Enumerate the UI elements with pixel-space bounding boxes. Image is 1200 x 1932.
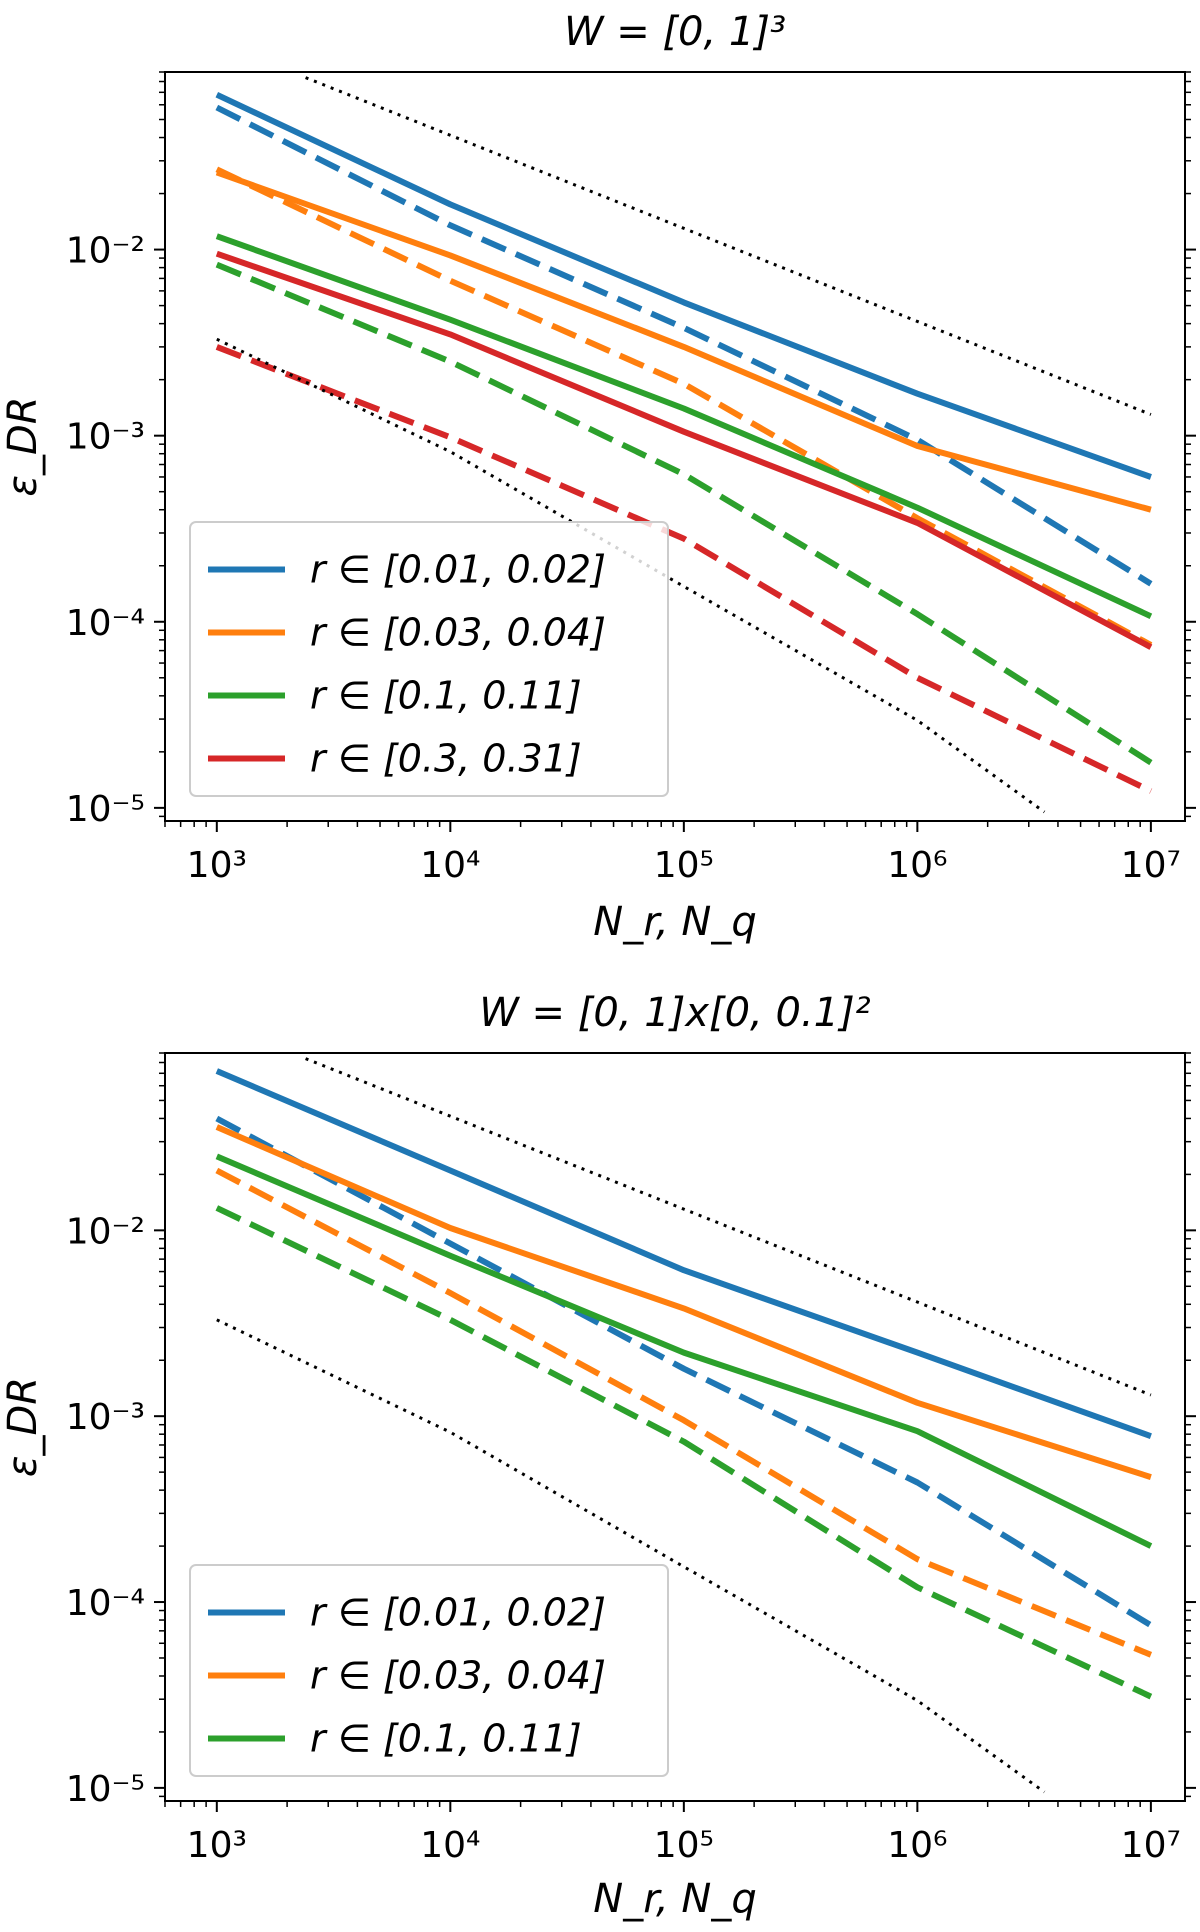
legend-label: r ∈ [0.3, 0.31]: [310, 737, 582, 781]
series-line-3: [215, 169, 1152, 513]
y-axis-label: ε_DR: [0, 396, 46, 496]
legend-box: [189, 521, 669, 797]
y-tick-label: 10⁻⁴: [66, 603, 145, 644]
x-axis-label: N_r, N_q: [593, 899, 756, 945]
series-line-5: [215, 1153, 1153, 1549]
x-tick-label: 10⁵: [654, 845, 714, 886]
legend-label: r ∈ [0.1, 0.11]: [310, 674, 582, 718]
chart-title: W = [0, 1]x[0, 0.1]²: [479, 990, 870, 1036]
x-tick-label: 10⁷: [1121, 1825, 1181, 1866]
series-line-7: [215, 250, 1153, 650]
x-tick-label: 10³: [187, 845, 247, 886]
series-line-1: [215, 1068, 1152, 1440]
series-line-9: [305, 76, 1152, 416]
chart-panel-2: 10³ 10⁴ 10⁵ 10⁶ 10⁷ 10⁻⁵ 10⁻⁴ 10⁻³ 10⁻² r ∈ [0.01…: [0, 990, 1196, 1922]
series-group: [215, 76, 1153, 814]
series-line-7: [305, 1057, 1152, 1397]
x-tick-label: 10⁵: [654, 1825, 714, 1866]
series-line-4: [215, 166, 1153, 648]
x-tick-label: 10⁴: [420, 1825, 480, 1866]
series-line-2: [215, 104, 1153, 587]
y-tick-label: 10⁻⁵: [66, 1769, 145, 1810]
chart-panel-1: 10³ 10⁴ 10⁵ 10⁶ 10⁷ 10⁻⁵ 10⁻⁴ 10⁻³ 10⁻² r ∈ [0.01…: [0, 9, 1196, 945]
legend-label: r ∈ [0.03, 0.04]: [310, 1654, 606, 1698]
legend-box: [189, 1564, 669, 1777]
series-line-1: [215, 91, 1152, 480]
plot-frame: [164, 71, 1186, 822]
y-tick-label: 10⁻³: [66, 417, 145, 458]
x-tick-label: 10⁴: [420, 845, 480, 886]
series-line-3: [215, 1124, 1152, 1480]
series-line-6: [215, 1205, 1153, 1700]
series-group: [215, 1057, 1153, 1794]
series-line-4: [215, 1167, 1153, 1658]
x-tick-label: 10⁶: [887, 1825, 947, 1866]
y-axis-label: ε_DR: [0, 1377, 46, 1477]
y-tick-label: 10⁻³: [66, 1397, 145, 1438]
plot-frame: [164, 1052, 1186, 1802]
legend-label: r ∈ [0.1, 0.11]: [310, 1717, 582, 1761]
series-line-10: [216, 337, 1046, 814]
chart-title: W = [0, 1]³: [564, 9, 786, 55]
series-line-2: [215, 1115, 1153, 1628]
series-line-8: [216, 1318, 1046, 1794]
series-line-8: [215, 344, 1153, 794]
x-tick-label: 10⁶: [887, 845, 947, 886]
legend-label: r ∈ [0.01, 0.02]: [310, 548, 606, 592]
legend-label: r ∈ [0.01, 0.02]: [310, 1591, 606, 1635]
x-axis-label: N_r, N_q: [593, 1876, 756, 1922]
y-tick-label: 10⁻⁴: [66, 1583, 145, 1624]
y-tick-label: 10⁻²: [66, 231, 145, 272]
x-tick-label: 10³: [187, 1825, 247, 1866]
x-tick-label: 10⁷: [1121, 845, 1181, 886]
y-tick-label: 10⁻⁵: [66, 789, 145, 830]
series-line-6: [215, 261, 1153, 766]
series-line-5: [215, 233, 1153, 620]
y-tick-label: 10⁻²: [66, 1211, 145, 1252]
legend-label: r ∈ [0.03, 0.04]: [310, 611, 606, 655]
